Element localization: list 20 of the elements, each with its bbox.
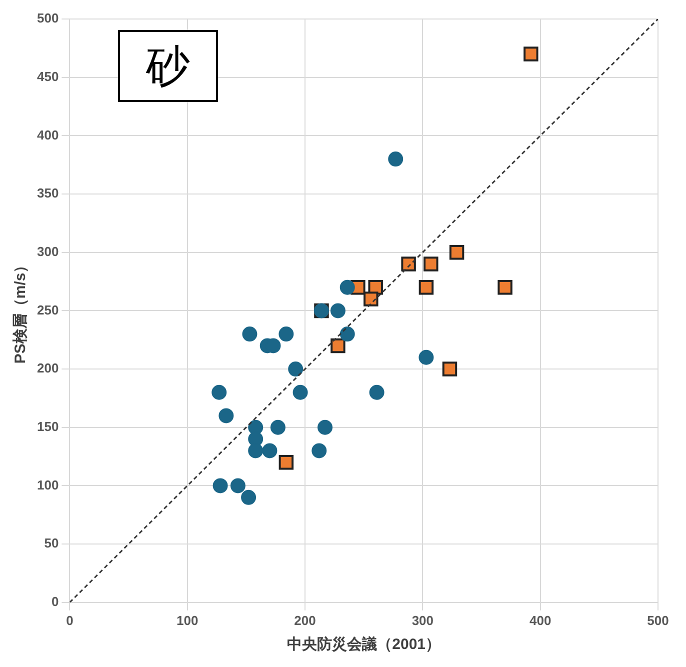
y-tick-label: 300 [36,244,59,259]
y-axis-title: PS検層（m/s） [12,258,30,364]
y-tick-label: 0 [51,594,59,609]
y-tick-label: 500 [36,10,59,26]
y-tick-label: 150 [36,418,59,434]
y-tick-label: 50 [44,536,59,551]
x-tick-label: 100 [176,612,198,628]
x-tick-label: 0 [66,612,74,628]
x-tick-label: 400 [529,612,552,628]
y-tick-label: 200 [36,360,59,376]
x-tick-label: 300 [412,612,434,628]
y-tick-label: 100 [36,477,59,492]
y-tick-label: 450 [36,68,59,84]
y-tick-label: 250 [36,302,59,318]
y-tick-label: 350 [36,186,59,201]
text: 砂 [118,30,218,102]
x-tick-label: 200 [294,612,316,628]
y-tick-label: 400 [36,127,59,142]
x-axis-title: 中央防災会議（2001） [287,635,441,654]
x-tick-label: 500 [647,612,669,628]
